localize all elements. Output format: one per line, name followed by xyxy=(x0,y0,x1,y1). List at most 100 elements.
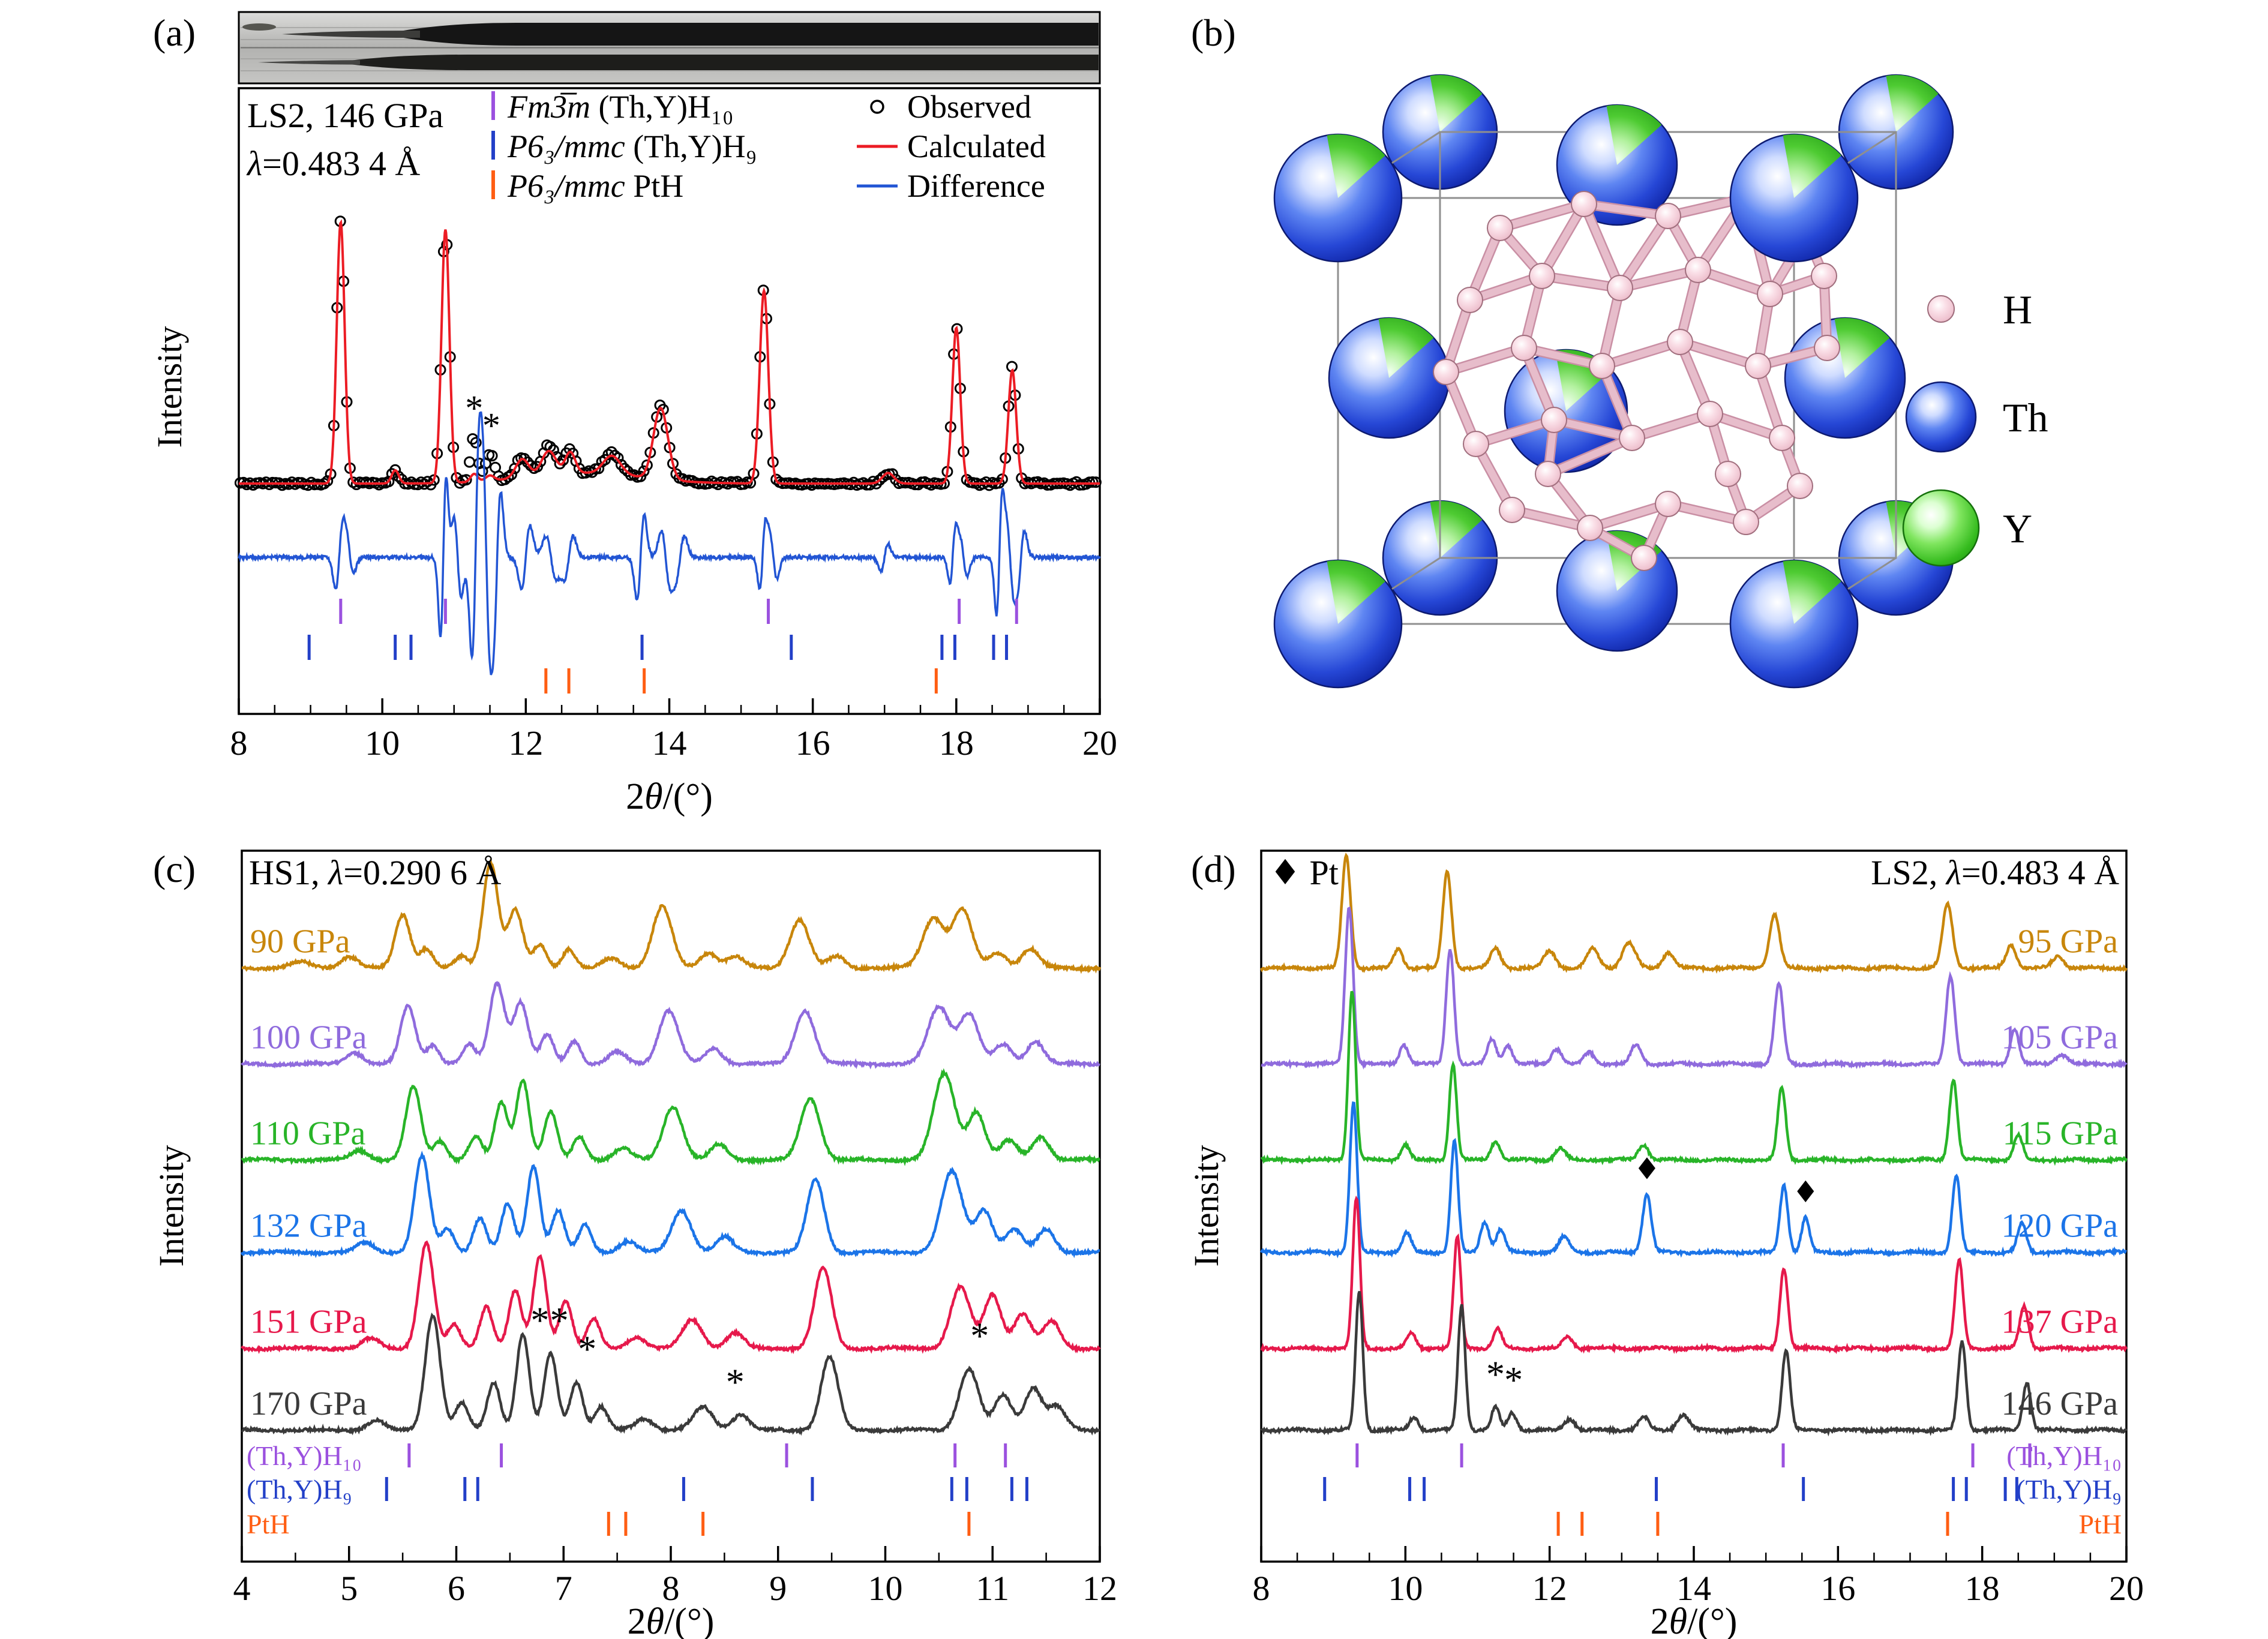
detector-image xyxy=(238,11,1101,85)
th-y-atom xyxy=(1729,559,1859,689)
xrd-curve-110-gpa xyxy=(241,1068,1100,1166)
panel-c-pressure-series-chart: 4 5 6 7 8 9 10 11 12 2θ/(°) Intensity 90 GPa 100 GPa… xyxy=(152,849,1117,1639)
legend-item-label: H xyxy=(2003,287,2032,332)
impurity-asterisk: * xyxy=(550,1301,569,1341)
h-atom xyxy=(1589,353,1615,379)
xrd-curve-132-gpa xyxy=(240,1150,1100,1259)
h-atom xyxy=(1457,287,1483,313)
pt-diamond-icon: ♦ xyxy=(1792,1175,1819,1209)
h-atom xyxy=(1733,509,1759,535)
xrd-curve-146-gpa xyxy=(1260,1290,2128,1437)
h-atom xyxy=(1571,191,1597,217)
x-tick-label: 18 xyxy=(1965,1569,2000,1608)
y-occupancy-wedge xyxy=(1327,560,1385,624)
h-atom xyxy=(1607,275,1633,301)
xrd-curve-170-gpa xyxy=(241,1312,1100,1436)
x-tick-label: 4 xyxy=(233,1569,251,1608)
x-tick-label: 14 xyxy=(1676,1569,1711,1608)
pressure-label: 115 GPa xyxy=(2003,1115,2119,1152)
phase-tick-row-2 xyxy=(307,635,1009,660)
th-y-atom xyxy=(1729,133,1859,263)
h-atom xyxy=(1685,257,1711,283)
x-axis-title: 2θ/(°) xyxy=(1651,1601,1738,1639)
phase-tick-row-1: (Th,Y)H₁₀ xyxy=(1355,1440,2122,1471)
y-occupancy-wedge xyxy=(1430,500,1483,558)
panel-header: HS1, λ=0.290 6 Å xyxy=(249,853,501,892)
panel-b-label: (b) xyxy=(1191,11,1236,54)
xrd-curve-90-gpa xyxy=(242,857,1102,974)
h-atom xyxy=(1577,515,1603,541)
impurity-asterisk: * xyxy=(726,1362,745,1403)
x-axis: 4 5 6 7 8 9 10 11 12 xyxy=(233,1546,1117,1608)
impurity-asterisk: * xyxy=(578,1329,596,1370)
h-atom xyxy=(1433,359,1459,385)
h-atom xyxy=(1814,335,1840,361)
xrd-curve-151-gpa xyxy=(241,1240,1101,1355)
phase-tick-row-3: PtH xyxy=(247,1509,971,1539)
impurity-asterisk: * xyxy=(1486,1354,1505,1395)
x-tick-label: 14 xyxy=(652,724,687,763)
crystal-structure xyxy=(1273,74,1954,689)
th-y-atom xyxy=(1273,559,1403,689)
th-y-atom xyxy=(1556,530,1678,652)
h-atom xyxy=(1529,263,1555,289)
y-axis-title: Intensity xyxy=(1187,1145,1226,1267)
legend-curve-label: Calculated xyxy=(907,128,1046,164)
phase-tick-row-2: (Th,Y)H₉ xyxy=(1323,1474,2122,1505)
x-tick-label: 10 xyxy=(868,1569,903,1608)
wavelength-label: λ=0.483 4 Å xyxy=(246,144,420,183)
phase-tick-row-2: (Th,Y)H₉ xyxy=(247,1474,1028,1505)
y-atom-icon xyxy=(1902,489,1980,567)
legend-curve-label: Observed xyxy=(907,89,1031,125)
h-atom xyxy=(1667,329,1693,355)
phase-label: (Th,Y)H₉ xyxy=(247,1474,352,1505)
pressure-label: 120 GPa xyxy=(2002,1208,2119,1245)
plot-frame xyxy=(241,849,1101,1563)
y-axis-title: Intensity xyxy=(150,326,189,448)
h-atom xyxy=(1511,335,1537,361)
xrd-curve-115-gpa xyxy=(1260,990,2128,1166)
x-tick-label: 12 xyxy=(1532,1569,1567,1608)
pressure-label: 90 GPa xyxy=(250,923,350,960)
phase-tick-row-3: PtH xyxy=(1556,1509,2122,1539)
x-tick-label: 8 xyxy=(662,1569,680,1608)
pressure-label: 105 GPa xyxy=(2002,1019,2119,1056)
pressure-label: 170 GPa xyxy=(250,1385,367,1422)
legend-item-label: Y xyxy=(2003,506,2032,551)
panel-b-crystal-structure: H Th Y xyxy=(1273,74,2048,689)
xrd-curve-120-gpa xyxy=(1260,1101,2128,1259)
xrd-curve-100-gpa xyxy=(241,981,1100,1070)
difference-curve xyxy=(238,411,1101,676)
h-atom xyxy=(1541,407,1567,433)
x-axis: 8 10 12 14 16 18 20 xyxy=(230,698,1117,763)
y-occupancy-wedge xyxy=(1886,74,1939,132)
impurity-asterisk: * xyxy=(465,388,483,428)
phase-tick-row-1: (Th,Y)H₁₀ xyxy=(247,1440,1007,1471)
x-tick-label: 8 xyxy=(1253,1569,1270,1608)
pressure-label: 132 GPa xyxy=(250,1208,367,1245)
phase-tick-row-1 xyxy=(339,599,1018,624)
panel-d-label: (d) xyxy=(1191,848,1236,890)
xrd-curve-95-gpa xyxy=(1259,852,2128,974)
x-tick-label: 10 xyxy=(365,724,400,763)
x-tick-label: 20 xyxy=(1082,724,1117,763)
hydrogen-cage xyxy=(1433,185,1840,571)
x-tick-label: 12 xyxy=(1082,1569,1117,1608)
x-tick-label: 6 xyxy=(448,1569,465,1608)
h-atom xyxy=(1745,353,1771,379)
pressure-label: 137 GPa xyxy=(2002,1304,2119,1341)
xrd-curve-137-gpa xyxy=(1260,1195,2128,1355)
x-tick-label: 18 xyxy=(939,724,974,763)
h-atom xyxy=(1619,425,1645,451)
panel-header: LS2, λ=0.483 4 Å xyxy=(1871,853,2119,892)
y-occupancy-wedge xyxy=(1327,134,1385,198)
impurity-asterisk: * xyxy=(482,406,500,445)
x-tick-label: 16 xyxy=(796,724,830,763)
pt-diamond-icon: ♦ xyxy=(1633,1152,1660,1187)
phase-tick-row-3 xyxy=(544,668,938,694)
legend-phase-label: P6₃/mmc (Th,Y)H₉ xyxy=(507,128,757,164)
x-tick-label: 5 xyxy=(340,1569,358,1608)
observed-marker-icon xyxy=(870,100,884,114)
impurity-asterisk: * xyxy=(1504,1360,1523,1401)
